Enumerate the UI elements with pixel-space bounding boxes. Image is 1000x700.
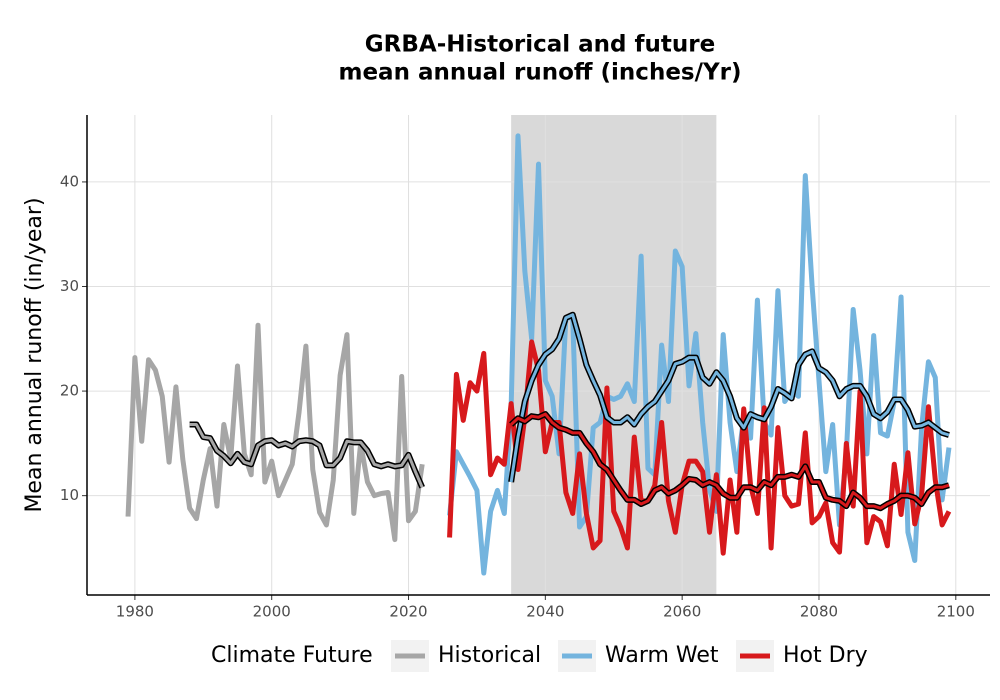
- x-tick-label: 2040: [526, 603, 564, 621]
- y-axis-label: Mean annual runoff (in/year): [22, 197, 47, 512]
- y-tick-label: 10: [60, 486, 79, 504]
- chart-title: mean annual runoff (inches/Yr): [338, 60, 741, 86]
- legend-label: Historical: [438, 643, 541, 668]
- x-tick-label: 2060: [663, 603, 701, 621]
- y-tick-label: 30: [60, 277, 79, 295]
- x-tick-label: 2080: [800, 603, 838, 621]
- chart-title: GRBA-Historical and future: [365, 32, 715, 58]
- x-tick-label: 2100: [937, 603, 975, 621]
- smooth-line: [510, 412, 950, 510]
- smooth-line: [509, 313, 950, 483]
- legend-label: Warm Wet: [605, 643, 719, 668]
- series-line: [447, 339, 952, 556]
- legend-title: Climate Future: [211, 643, 373, 668]
- smooth-line: [189, 423, 424, 488]
- series-line: [447, 133, 952, 576]
- y-tick-label: 40: [60, 172, 79, 190]
- x-tick-label: 1980: [116, 603, 154, 621]
- series-line: [125, 322, 425, 543]
- x-tick-label: 2000: [253, 603, 291, 621]
- y-tick-label: 20: [60, 382, 79, 400]
- legend-label: Hot Dry: [783, 643, 868, 668]
- x-tick-label: 2020: [389, 603, 427, 621]
